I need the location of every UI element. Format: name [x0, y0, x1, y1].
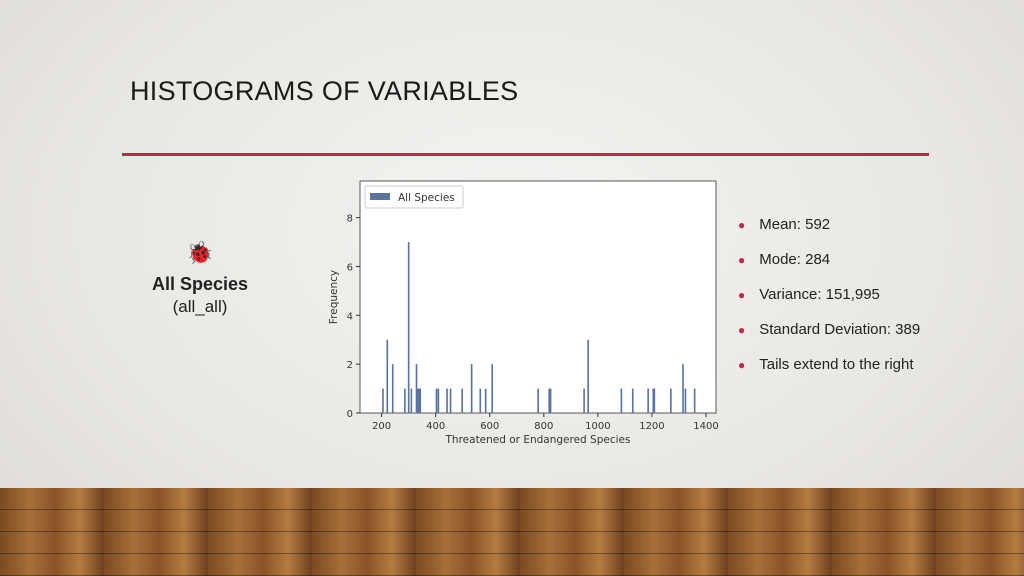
y-tick-label: 2 [347, 360, 353, 371]
histogram-bar [418, 388, 420, 413]
histogram-bar [386, 339, 389, 413]
histogram-bar [682, 364, 684, 413]
histogram-bar [470, 364, 473, 413]
histogram-bar [491, 364, 493, 413]
x-tick-label: 600 [480, 421, 499, 432]
histogram-bar [620, 388, 623, 413]
histogram-bar [670, 388, 672, 413]
x-tick-label: 200 [372, 421, 391, 432]
histogram-bar [479, 388, 482, 413]
y-axis-label: Frequency [328, 270, 340, 324]
histogram-bar [446, 388, 448, 413]
histogram-bar [537, 388, 539, 413]
slide-title: HISTOGRAMS OF VARIABLES [130, 76, 519, 106]
y-tick-label: 8 [347, 214, 353, 225]
histogram-bar [652, 388, 655, 413]
x-tick-label: 1000 [585, 421, 610, 432]
x-tick-label: 1400 [693, 421, 718, 432]
x-tick-label: 1200 [639, 421, 664, 432]
histogram-bar [419, 388, 422, 413]
histogram-bar [548, 388, 551, 413]
histogram-bar [484, 388, 487, 413]
bullet-item: ● Mode: 284 [738, 251, 831, 268]
wood-floor [0, 488, 1024, 576]
bullet-item: ● Standard Deviation: 389 [738, 321, 921, 338]
histogram-bar [435, 388, 438, 413]
histogram-bar [404, 388, 406, 413]
histogram-chart: 200 400 600 800 1000 1200 1400 0 2 4 6 8 Threatened … [328, 180, 719, 446]
plot-area [359, 180, 717, 414]
bullet-item: ● Tails extend to the right [738, 356, 914, 373]
ladybug-icon: 🐞 [186, 240, 214, 265]
histogram-bar [684, 388, 687, 413]
bullet-item: ● Mean: 592 [738, 216, 831, 233]
legend-box [364, 185, 464, 209]
histogram-bar [461, 388, 463, 413]
histogram-bar [416, 388, 419, 413]
y-tick-label: 6 [347, 262, 353, 273]
histogram-bar [382, 388, 384, 413]
bullet-item: ● Variance: 151,995 [738, 286, 880, 303]
histogram-bar [693, 388, 696, 413]
histogram-bar [415, 364, 418, 413]
species-code: (all_all) [172, 297, 228, 316]
histogram-bar [391, 364, 394, 413]
histogram-bar [407, 242, 410, 413]
histogram-bar [410, 388, 413, 413]
histogram-bar [449, 388, 452, 413]
histogram-bar [583, 388, 585, 413]
x-tick-label: 400 [426, 421, 445, 432]
legend-label: All Species [398, 192, 455, 204]
stats-list: ● Mean: 592 ● Mode: 284 ● Variance: 151,995… [738, 216, 920, 391]
x-tick-label: 800 [534, 421, 553, 432]
species-block: 🐞 All Species (all_all) [130, 240, 270, 317]
x-axis-label: Threatened or Endangered Species [445, 434, 631, 446]
histogram-bar [653, 388, 656, 413]
histogram-bar [587, 339, 589, 413]
histogram-bar [631, 388, 634, 413]
legend-swatch [370, 193, 390, 200]
histogram-bar [437, 388, 440, 413]
y-tick-label: 4 [347, 311, 353, 322]
histogram-bar [549, 388, 552, 413]
histogram-bar [647, 388, 649, 413]
species-label: All Species [151, 274, 249, 294]
y-tick-label: 0 [347, 409, 353, 420]
title-divider [122, 153, 929, 156]
